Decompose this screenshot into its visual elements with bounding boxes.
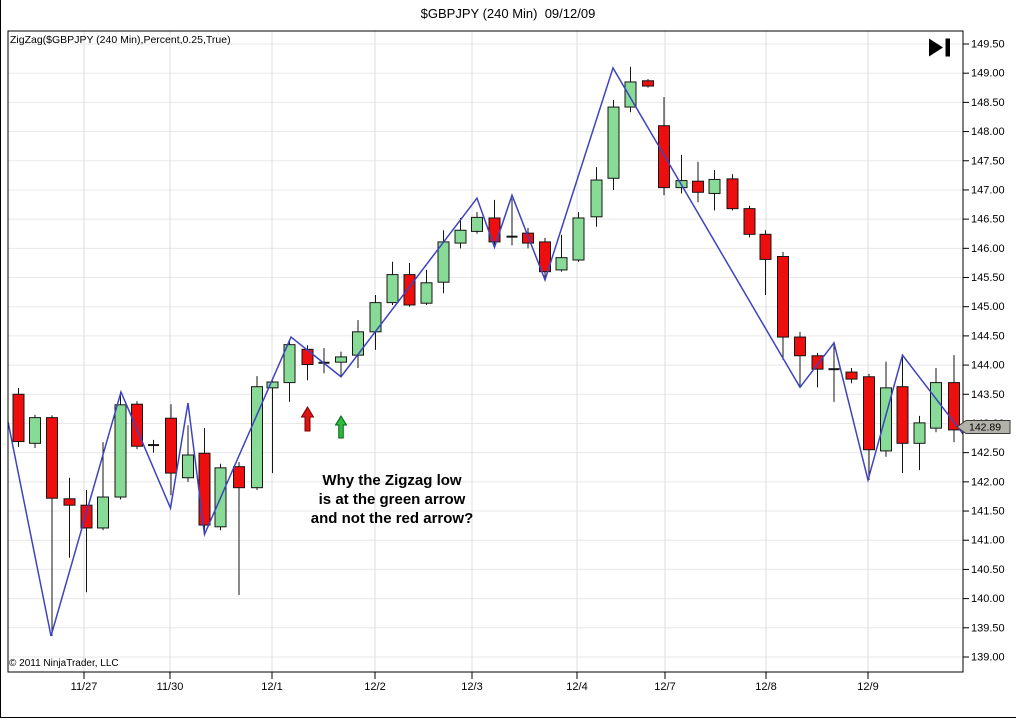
annotation-line-3: and not the red arrow? [310, 510, 474, 527]
y-axis-label: 141.50 [971, 506, 1005, 518]
y-axis-label: 147.50 [971, 155, 1005, 167]
last-price-marker: 142.89 [956, 419, 1012, 440]
candle-body [692, 180, 704, 193]
plot-border [7, 30, 964, 673]
y-axis-label: 146.00 [971, 243, 1005, 255]
x-axis-label: 12/1 [261, 681, 282, 693]
window-left-border [0, 0, 1, 718]
candle-body [233, 466, 245, 489]
candle-doji-body [828, 368, 840, 371]
candle-body [29, 417, 41, 444]
candle-body [590, 179, 603, 218]
candle-body [539, 241, 551, 273]
candle-body [352, 331, 364, 356]
candle-body [726, 178, 739, 210]
candle-body [811, 355, 824, 370]
candle-body [251, 386, 263, 489]
y-axis-label: 139.50 [971, 622, 1005, 634]
y-axis-label: 142.00 [971, 476, 1005, 488]
y-axis-label: 142.50 [971, 447, 1005, 459]
candle-body [658, 125, 670, 189]
chart-title: $GBPJPY (240 Min) 09/12/09 [420, 6, 596, 21]
candle-body [335, 356, 347, 363]
red-up-arrow-icon[interactable] [300, 406, 315, 432]
x-axis-label: 12/8 [755, 681, 776, 693]
candle-body [301, 348, 314, 366]
y-axis-label: 149.50 [971, 39, 1005, 51]
candle-doji-body [148, 444, 159, 447]
candle-body [794, 336, 806, 357]
candle-body [777, 256, 789, 338]
candle-body [471, 216, 483, 232]
candle-body [607, 106, 620, 179]
window-bottom-border [0, 717, 1016, 718]
candle-body [420, 282, 433, 304]
candle-body [642, 80, 654, 87]
green-up-arrow-icon[interactable] [334, 415, 348, 439]
candle-body [555, 257, 568, 271]
annotation-line-2: is at the green arrow [318, 491, 466, 508]
candle-body [266, 381, 279, 389]
candle-body [624, 81, 637, 108]
candle-body [131, 403, 143, 447]
jump-to-latest-icon[interactable] [929, 38, 953, 63]
candle-body [708, 178, 721, 194]
indicator-label[interactable]: ZigZag($GBPJPY (240 Min),Percent,0.25,Tr… [10, 34, 231, 46]
candle-body [165, 417, 177, 474]
candle-body [46, 417, 58, 499]
candle-body [97, 496, 109, 529]
candle-body [198, 452, 211, 526]
y-axis-label: 141.00 [971, 535, 1005, 547]
candle-body [880, 387, 892, 452]
x-axis-label: 12/2 [364, 681, 385, 693]
y-axis-label: 145.50 [971, 272, 1005, 284]
x-axis-label: 12/4 [566, 681, 587, 693]
y-axis-label: 144.50 [971, 330, 1005, 342]
candle-body [743, 208, 756, 235]
candle-body [896, 386, 909, 444]
candle-body [114, 404, 127, 498]
y-axis-label: 147.00 [971, 184, 1005, 196]
y-axis-label: 143.50 [971, 389, 1005, 401]
candle-body [283, 344, 296, 384]
y-axis-label: 148.50 [971, 97, 1005, 109]
candle-body [930, 382, 942, 429]
y-axis-label: 148.00 [971, 126, 1005, 138]
chart-text-annotation[interactable]: Why the Zigzag low is at the green arrow… [292, 471, 492, 528]
y-axis-label: 146.50 [971, 214, 1005, 226]
y-axis-label: 140.50 [971, 564, 1005, 576]
zigzag-line [7, 66, 964, 637]
candle-body [386, 274, 399, 304]
candle-body [63, 498, 76, 506]
y-axis-label: 149.00 [971, 68, 1005, 80]
candle-body [845, 371, 858, 380]
candle-body [759, 233, 772, 260]
last-price-value: 142.89 [969, 422, 1001, 434]
y-axis-label: 140.00 [971, 593, 1005, 605]
candle-body [454, 229, 467, 244]
candle-body [572, 217, 585, 261]
candle-body [80, 504, 93, 529]
price-tag-shape: 142.89 [956, 420, 1011, 434]
candle-body [948, 382, 960, 431]
y-axis-label: 145.00 [971, 301, 1005, 313]
y-axis-label: 139.00 [971, 651, 1005, 663]
candle-body [913, 422, 926, 444]
copyright-notice: © 2011 NinjaTrader, LLC [9, 658, 119, 669]
candle-body [863, 376, 875, 451]
play-to-end-glyph [929, 38, 950, 57]
candle-body [403, 274, 416, 306]
candle-body [12, 393, 25, 443]
x-axis-label: 11/30 [157, 681, 184, 693]
x-axis-label: 11/27 [71, 681, 98, 693]
x-axis-label: 12/3 [461, 681, 482, 693]
y-axis-label: 144.00 [971, 360, 1005, 372]
x-axis-label: 12/9 [857, 681, 878, 693]
x-axis-label: 12/7 [654, 681, 675, 693]
candle-doji-body [506, 235, 518, 238]
candle-body [182, 454, 194, 479]
annotation-line-1: Why the Zigzag low [322, 472, 462, 489]
